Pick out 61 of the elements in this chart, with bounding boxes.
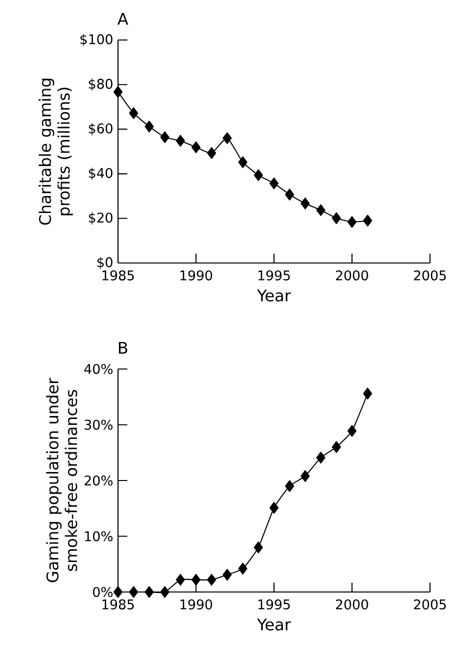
- point: [332, 441, 341, 453]
- x-tick-label: 1995: [258, 270, 290, 280]
- point: [285, 188, 294, 200]
- point: [160, 586, 170, 598]
- y-tick-label: $20: [88, 212, 112, 224]
- point: [300, 470, 310, 482]
- x-axis-title: Year: [257, 290, 291, 302]
- point: [238, 562, 248, 574]
- y-tick-label: $60: [88, 123, 112, 136]
- x-tick-label: 1985: [102, 270, 134, 280]
- point: [207, 574, 216, 586]
- point: [347, 425, 357, 437]
- point: [191, 574, 201, 586]
- point: [254, 169, 263, 182]
- y-tick-label: $40: [88, 168, 112, 180]
- x-tick-label: 1995: [258, 599, 290, 610]
- y-tick-label: 0%: [93, 586, 113, 598]
- point: [285, 480, 294, 492]
- point: [316, 452, 326, 464]
- point: [176, 574, 185, 586]
- point: [269, 502, 279, 514]
- point: [363, 388, 372, 400]
- point: [254, 542, 263, 554]
- point: [222, 132, 232, 144]
- point: [113, 586, 123, 598]
- y-tick-label: $100: [80, 34, 112, 46]
- point: [129, 107, 138, 120]
- point: [176, 134, 185, 147]
- x-tick-label: 1990: [180, 599, 212, 610]
- point: [269, 178, 279, 190]
- point: [300, 198, 310, 210]
- point: [191, 141, 201, 154]
- x-tick-label: 2000: [336, 270, 368, 280]
- point: [316, 204, 326, 216]
- x-tick-label: 1985: [102, 599, 134, 610]
- y-tick-label: $0: [97, 256, 112, 270]
- point: [160, 131, 170, 144]
- point: [144, 120, 154, 132]
- y-axis-title: Charitable gaming profits (millions): [38, 78, 73, 225]
- point: [113, 86, 123, 98]
- point: [363, 214, 372, 226]
- point: [129, 586, 138, 598]
- chart-title: B: [118, 342, 128, 354]
- x-tick-label: 2005: [414, 270, 446, 280]
- x-tick-label: 2000: [336, 599, 368, 610]
- y-tick-label: 40%: [84, 364, 113, 374]
- y-tick-label: $80: [88, 78, 112, 91]
- point: [222, 568, 232, 581]
- y-tick-label: 30%: [84, 420, 113, 430]
- y-axis-title: Gaming population under smoke-free ordinances: [46, 378, 78, 582]
- y-tick-label: 10%: [85, 531, 113, 542]
- point: [347, 216, 357, 228]
- chart-title: A: [118, 12, 128, 25]
- point: [332, 212, 341, 224]
- x-axis-title: Year: [257, 618, 291, 631]
- y-tick-label: 20%: [84, 475, 113, 486]
- point: [238, 156, 248, 168]
- x-tick-label: 1990: [180, 270, 212, 280]
- x-tick-label: 2005: [414, 599, 446, 610]
- point: [144, 586, 154, 598]
- point: [207, 147, 216, 159]
